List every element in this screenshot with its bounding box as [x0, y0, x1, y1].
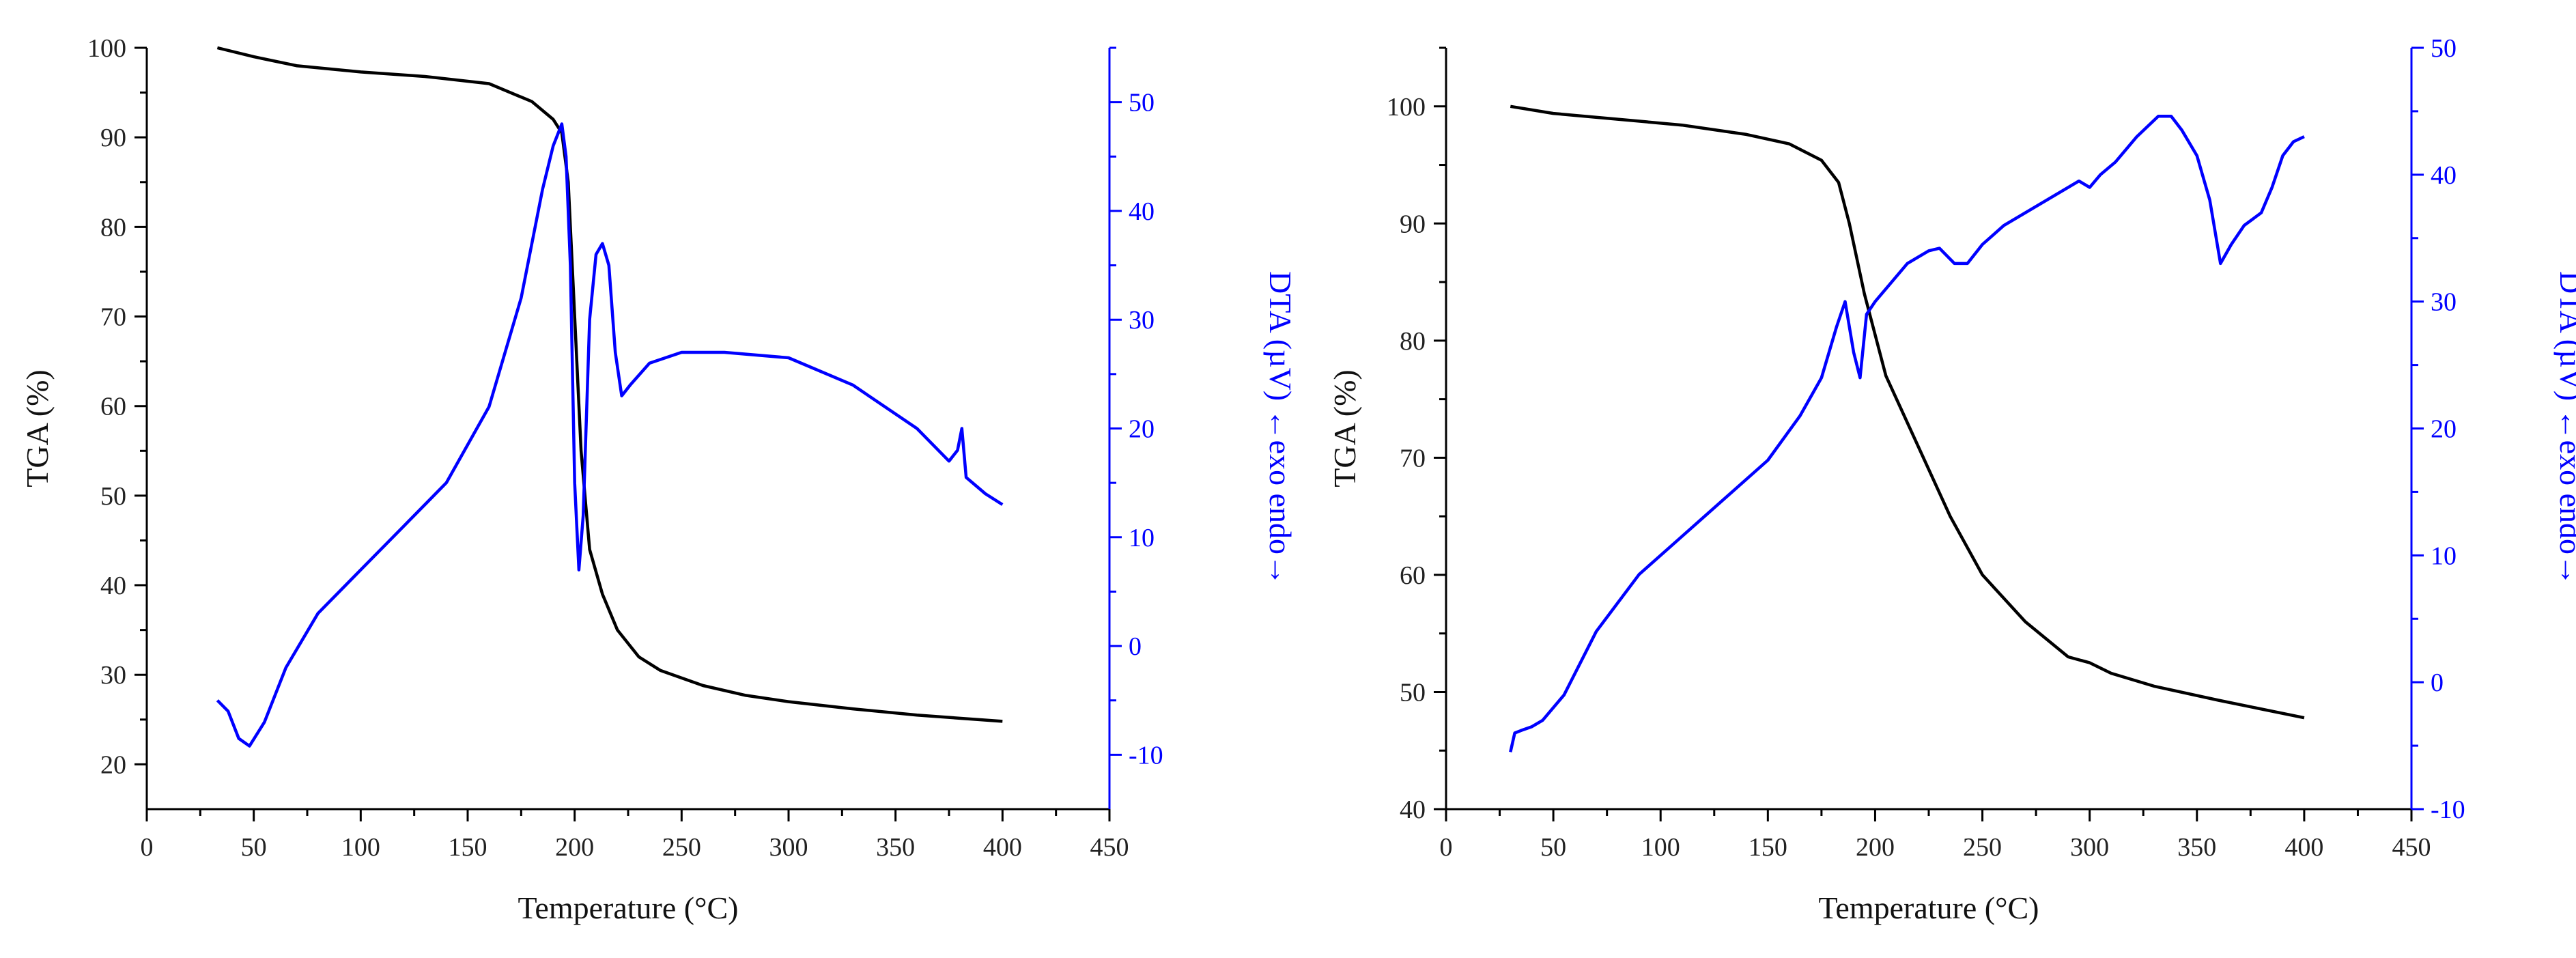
tga-curve: [1510, 104, 2305, 720]
y-left-axis-title: TGA (%): [1327, 369, 1362, 487]
x-axis-title: Temperature (°C): [518, 890, 739, 925]
x-tick-label: 400: [2284, 833, 2323, 862]
y-left-tick-label: 80: [100, 213, 126, 242]
y-right-tick-label: 50: [1129, 89, 1155, 117]
dta-curve: [1509, 115, 2305, 752]
y-left-tick-label: 50: [1400, 678, 1426, 707]
y-left-tick-label: 30: [100, 661, 126, 690]
x-tick-label: 0: [141, 833, 154, 862]
y-left-tick-label: 60: [1400, 561, 1426, 590]
x-tick-label: 250: [662, 833, 701, 862]
y-left-tick-label: 60: [100, 393, 126, 421]
y-right-tick-label: 20: [1129, 415, 1155, 444]
y-left-tick-label: 90: [100, 124, 126, 152]
y-left-tick-label: 70: [1400, 444, 1426, 473]
y-right-tick-label: 10: [2431, 541, 2457, 570]
y-left-tick-label: 100: [87, 34, 126, 63]
x-tick-label: 300: [2070, 833, 2109, 862]
tga-curve: [216, 46, 1003, 723]
y-left-tick-label: 40: [100, 572, 126, 600]
x-tick-label: 250: [1963, 833, 2002, 862]
x-tick-label: 100: [341, 833, 380, 862]
x-tick-label: 450: [1090, 833, 1129, 862]
x-tick-label: 350: [876, 833, 915, 862]
y-right-axis-title: DTA (µV) ←exo endo→: [2553, 271, 2576, 586]
x-axis-title: Temperature (°C): [1819, 890, 2039, 925]
y-right-tick-label: 30: [1129, 306, 1155, 335]
x-tick-label: 50: [241, 833, 267, 862]
y-left-axis-title: TGA (%): [20, 369, 55, 487]
y-right-tick-label: 0: [1129, 632, 1142, 661]
x-tick-label: 150: [1749, 833, 1787, 862]
y-left-tick-label: 20: [100, 750, 126, 779]
y-left-tick-label: 90: [1400, 210, 1426, 238]
y-right-tick-label: 10: [1129, 524, 1155, 552]
x-tick-label: 50: [1540, 833, 1566, 862]
x-tick-label: 450: [2392, 833, 2431, 862]
x-tick-label: 200: [555, 833, 594, 862]
chart-right: 0 50 100 150 200 250 300 350 400 4504050607080901…: [1327, 34, 2576, 925]
y-right-tick-label: -10: [1129, 741, 1163, 770]
y-left-tick-label: 40: [1400, 795, 1426, 824]
x-tick-label: 350: [2177, 833, 2216, 862]
y-left-tick-label: 70: [100, 303, 126, 332]
y-right-tick-label: 30: [2431, 288, 2457, 317]
y-left-tick-label: 80: [1400, 327, 1426, 356]
y-right-tick-label: 40: [1129, 197, 1155, 226]
x-tick-label: 150: [449, 833, 487, 862]
y-left-tick-label: 100: [1387, 93, 1426, 122]
y-right-tick-label: -10: [2431, 795, 2465, 824]
x-tick-label: 400: [983, 833, 1022, 862]
y-right-axis-title: DTA (µV) ←exo endo→: [1263, 271, 1298, 586]
chart-left: 0 50 100 150 200 250 300 350 400 4502030405060708…: [20, 34, 1298, 925]
y-left-tick-label: 50: [100, 482, 126, 511]
x-tick-label: 0: [1440, 833, 1453, 862]
x-tick-label: 200: [1856, 833, 1895, 862]
x-tick-label: 100: [1641, 833, 1680, 862]
x-tick-label: 300: [769, 833, 808, 862]
dta-curve: [216, 122, 1004, 748]
y-right-tick-label: 20: [2431, 415, 2457, 444]
y-right-tick-label: 40: [2431, 161, 2457, 190]
y-right-tick-label: 50: [2431, 34, 2457, 63]
y-right-tick-label: 0: [2431, 668, 2444, 697]
